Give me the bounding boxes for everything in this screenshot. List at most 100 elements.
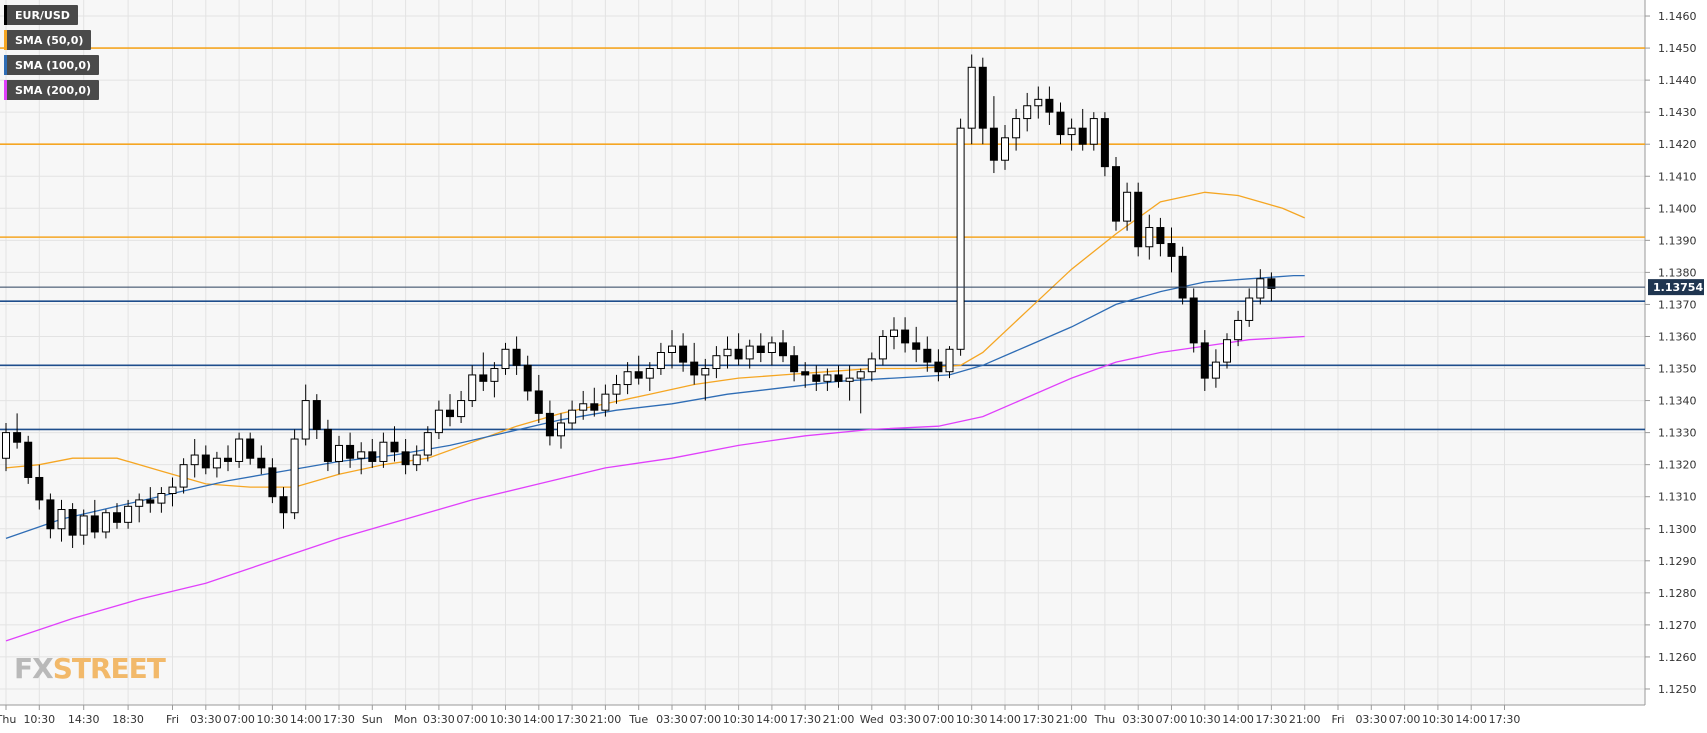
x-tick-label: 14:00	[989, 713, 1021, 726]
candle-body	[590, 403, 599, 411]
candle-body	[734, 348, 743, 360]
fxstreet-logo: FXSTREET	[14, 652, 166, 685]
x-tick-label: 14:00	[1455, 713, 1487, 726]
candle-body	[845, 377, 854, 382]
candle-body	[101, 512, 110, 533]
candle-body	[290, 438, 299, 514]
x-tick-label: 14:30	[68, 713, 100, 726]
horizontal-levels	[0, 47, 1645, 431]
legend-swatch	[4, 30, 7, 50]
candle-body	[1145, 227, 1154, 248]
candle-body	[279, 496, 288, 514]
candle-body	[24, 441, 33, 478]
last-price-label: 1.13754	[1653, 281, 1703, 294]
y-tick-label: 1.1390	[1658, 234, 1697, 247]
x-tick-label: 07:00	[1156, 713, 1188, 726]
candle-body	[812, 374, 821, 382]
y-tick-label: 1.1420	[1658, 138, 1697, 151]
y-tick-label: 1.1270	[1658, 619, 1697, 632]
x-tick-label: 14:00	[1222, 713, 1254, 726]
candle-body	[989, 127, 998, 161]
candle-body	[224, 457, 232, 462]
x-tick-label: 03:30	[1355, 713, 1387, 726]
candle-body	[446, 409, 454, 418]
candle-body	[601, 393, 610, 411]
candle-body	[35, 476, 44, 501]
candle-body	[46, 499, 55, 530]
candle-body	[379, 441, 388, 462]
x-tick-label: 10:30	[1422, 713, 1454, 726]
candlesticks	[2, 54, 1276, 548]
legend-item: EUR/USD	[4, 5, 78, 25]
candle-body	[790, 355, 799, 373]
candle-body	[201, 454, 210, 469]
candle-body	[1056, 111, 1065, 136]
sma-line	[5, 274, 1305, 540]
candle-body	[1112, 166, 1120, 222]
candle-body	[1023, 105, 1032, 120]
candle-body	[1178, 255, 1187, 299]
candle-body	[423, 432, 432, 456]
x-tick-label: Wed	[860, 713, 884, 726]
plot-background	[0, 0, 1645, 705]
y-tick-label: 1.1320	[1658, 459, 1697, 472]
candle-body	[1189, 297, 1198, 344]
candle-body	[912, 342, 921, 350]
legend: EUR/USD SMA (50,0) SMA (100,0) SMA (200,0)	[4, 5, 100, 105]
x-tick-label: 07:00	[456, 713, 488, 726]
candle-body	[956, 127, 965, 350]
legend-label: SMA (50,0)	[15, 33, 84, 47]
candle-body	[767, 342, 776, 353]
candle-body	[623, 371, 632, 386]
candle-body	[323, 428, 332, 462]
legend-swatch	[4, 5, 7, 25]
moving-averages	[5, 191, 1305, 642]
legend-label: SMA (100,0)	[15, 58, 92, 72]
candle-body	[878, 335, 887, 360]
candle-body	[712, 355, 721, 370]
x-tick-label: 07:00	[223, 713, 255, 726]
candle-body	[146, 499, 155, 504]
candle-body	[90, 515, 99, 533]
logo-street: STREET	[52, 652, 166, 685]
candle-body	[1156, 227, 1165, 245]
candle-body	[246, 438, 255, 459]
x-tick-label: 18:30	[112, 713, 144, 726]
x-axis: Thu10:3014:3018:30Fri03:3007:0010:3014:0…	[0, 704, 1645, 726]
y-tick-label: 1.1450	[1658, 42, 1697, 55]
candle-body	[501, 348, 510, 370]
candle-body	[479, 374, 488, 382]
y-tick-label: 1.1410	[1658, 170, 1697, 183]
x-tick-label: 17:30	[1256, 713, 1288, 726]
candle-body	[523, 364, 532, 392]
x-tick-label: 10:30	[490, 713, 522, 726]
x-tick-label: 21:00	[823, 713, 855, 726]
candle-body	[945, 348, 954, 373]
candle-body	[1211, 361, 1220, 379]
y-tick-label: 1.1260	[1658, 651, 1697, 664]
candle-body	[668, 345, 676, 354]
x-tick-label: 03:30	[190, 713, 222, 726]
candle-body	[190, 454, 199, 466]
candle-body	[1067, 127, 1076, 136]
candle-body	[457, 400, 466, 418]
candle-body	[645, 368, 654, 379]
y-tick-label: 1.1350	[1658, 363, 1697, 376]
candle-body	[13, 432, 22, 443]
y-tick-label: 1.1440	[1658, 74, 1697, 87]
x-tick-label: Fri	[166, 713, 179, 726]
legend-swatch	[4, 55, 7, 75]
y-tick-label: 1.1360	[1658, 330, 1697, 343]
sma-line	[5, 335, 1305, 642]
y-tick-label: 1.1310	[1658, 491, 1697, 504]
candle-body	[867, 358, 876, 373]
x-tick-label: 10:30	[956, 713, 988, 726]
candle-body	[512, 348, 521, 366]
candle-body	[1167, 243, 1176, 257]
candle-body	[401, 451, 410, 466]
y-tick-label: 1.1300	[1658, 523, 1697, 536]
candle-body	[212, 457, 221, 469]
x-tick-label: 10:30	[257, 713, 289, 726]
